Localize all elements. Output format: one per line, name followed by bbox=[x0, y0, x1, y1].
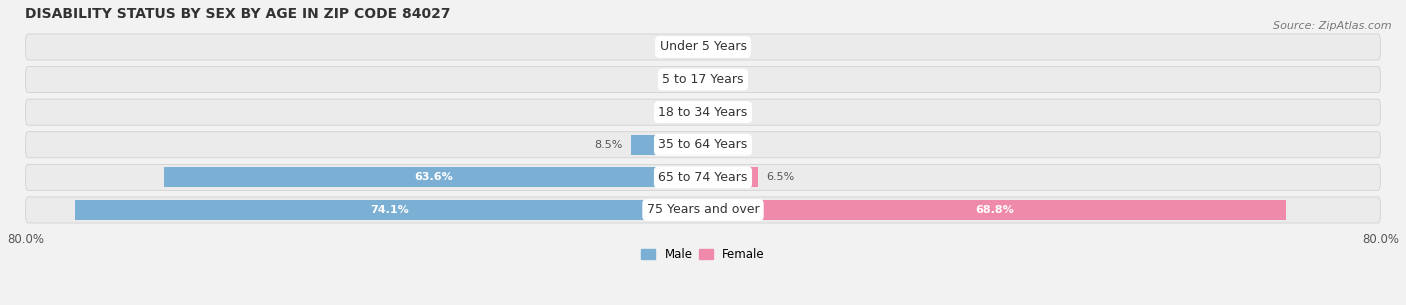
Text: 0.0%: 0.0% bbox=[716, 107, 744, 117]
Text: 0.0%: 0.0% bbox=[662, 107, 690, 117]
Text: 8.5%: 8.5% bbox=[595, 140, 623, 150]
Legend: Male, Female: Male, Female bbox=[637, 243, 769, 266]
Text: 63.6%: 63.6% bbox=[415, 172, 453, 182]
Text: 5 to 17 Years: 5 to 17 Years bbox=[662, 73, 744, 86]
Text: 6.5%: 6.5% bbox=[766, 172, 794, 182]
Bar bbox=[703, 167, 758, 188]
Text: 0.0%: 0.0% bbox=[716, 140, 744, 150]
Bar bbox=[631, 135, 703, 155]
Text: 75 Years and over: 75 Years and over bbox=[647, 203, 759, 217]
Text: 68.8%: 68.8% bbox=[974, 205, 1014, 215]
FancyBboxPatch shape bbox=[25, 164, 1381, 190]
Text: Under 5 Years: Under 5 Years bbox=[659, 41, 747, 53]
Bar bbox=[76, 200, 703, 220]
Text: 0.0%: 0.0% bbox=[716, 42, 744, 52]
Bar bbox=[165, 167, 703, 188]
Text: Source: ZipAtlas.com: Source: ZipAtlas.com bbox=[1274, 21, 1392, 31]
Bar bbox=[703, 200, 1285, 220]
FancyBboxPatch shape bbox=[25, 66, 1381, 93]
Text: 0.0%: 0.0% bbox=[716, 75, 744, 84]
Text: 0.0%: 0.0% bbox=[662, 75, 690, 84]
FancyBboxPatch shape bbox=[25, 132, 1381, 158]
Text: 74.1%: 74.1% bbox=[370, 205, 409, 215]
Text: 18 to 34 Years: 18 to 34 Years bbox=[658, 106, 748, 119]
FancyBboxPatch shape bbox=[25, 197, 1381, 223]
FancyBboxPatch shape bbox=[25, 34, 1381, 60]
Text: 0.0%: 0.0% bbox=[662, 42, 690, 52]
Text: 35 to 64 Years: 35 to 64 Years bbox=[658, 138, 748, 151]
FancyBboxPatch shape bbox=[25, 99, 1381, 125]
Text: DISABILITY STATUS BY SEX BY AGE IN ZIP CODE 84027: DISABILITY STATUS BY SEX BY AGE IN ZIP C… bbox=[25, 7, 451, 21]
Text: 65 to 74 Years: 65 to 74 Years bbox=[658, 171, 748, 184]
